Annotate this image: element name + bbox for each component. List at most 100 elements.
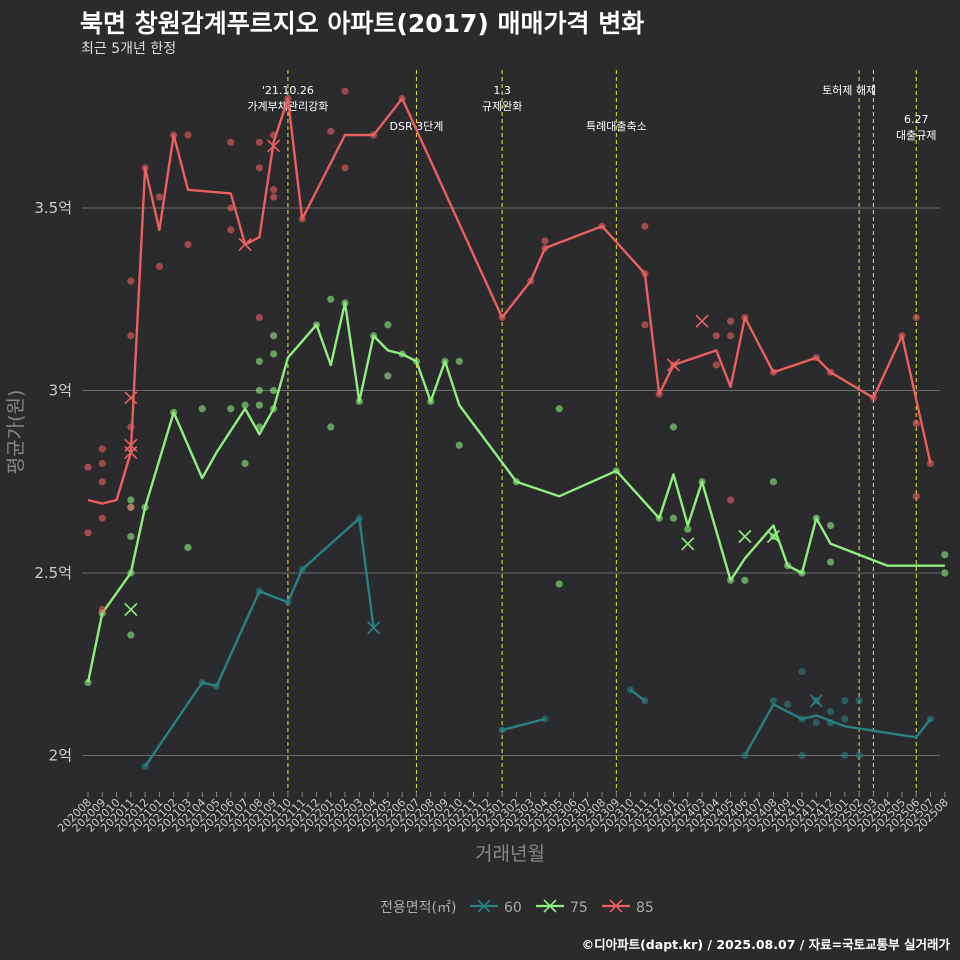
data-point-75 [355, 397, 363, 406]
data-point-60 [627, 686, 635, 694]
series-85 [84, 87, 935, 614]
data-point-85 [227, 226, 235, 234]
x-axis-ticks: 2020082020092020102020112020122021012021… [55, 792, 951, 835]
event-label: 특례대출축소 [586, 120, 647, 133]
data-point-85 [127, 503, 135, 511]
data-point-85 [898, 332, 906, 340]
data-point-60 [926, 715, 935, 723]
data-point-85 [655, 390, 663, 398]
data-point-60 [198, 678, 206, 687]
data-point-75 [555, 580, 563, 588]
cancelled-marker-85 [267, 139, 281, 153]
data-point-75 [455, 441, 463, 449]
data-point-75 [769, 478, 778, 486]
data-point-75 [141, 503, 149, 511]
data-point-85 [170, 131, 178, 139]
data-point-75 [669, 423, 678, 431]
data-point-75 [327, 295, 335, 303]
data-point-85 [641, 270, 649, 278]
data-point-85 [812, 354, 820, 362]
data-point-85 [826, 368, 835, 376]
legend-label: 60 [504, 900, 522, 916]
data-point-75 [184, 543, 192, 552]
series-75 [84, 295, 949, 687]
data-point-85 [641, 222, 649, 230]
data-point-75 [270, 405, 278, 413]
data-point-75 [455, 357, 463, 365]
data-point-75 [255, 386, 263, 395]
data-point-60 [255, 587, 263, 595]
event-label: 1.3 [493, 84, 511, 97]
data-point-60 [741, 751, 749, 760]
data-point-85 [98, 478, 106, 486]
data-point-85 [741, 313, 749, 322]
series-line-60 [743, 703, 932, 757]
chart-subtitle: 최근 5개년 한정 [81, 41, 177, 57]
legend-item-75: 75 [536, 899, 588, 916]
data-point-75 [370, 332, 378, 340]
data-point-60 [855, 751, 863, 760]
source-caption: ©디아파트(dapt.kr) / 2025.08.07 / 자료=국토교통부 실… [581, 937, 950, 952]
y-tick-label: 3억 [49, 382, 72, 400]
y-axis-ticks: 2억 2.5억 3억 3.5억 [34, 199, 72, 765]
data-point-75 [684, 525, 692, 533]
data-point-75 [127, 532, 135, 541]
data-point-85 [869, 394, 878, 402]
data-point-75 [812, 514, 820, 522]
data-point-85 [98, 514, 106, 522]
event-label: 6.27 [904, 113, 929, 126]
event-label: '21.10.26 [262, 84, 314, 97]
data-point-60 [826, 719, 835, 727]
legend-item-85: 85 [602, 899, 654, 916]
data-point-75 [270, 332, 278, 340]
data-point-75 [270, 350, 278, 358]
legend-key-icon [543, 899, 557, 913]
data-point-60 [298, 565, 306, 573]
data-point-85 [98, 459, 106, 468]
y-tick-label: 2.5억 [34, 564, 72, 582]
data-point-75 [255, 357, 263, 365]
cancelled-marker-85 [124, 391, 138, 405]
cancelled-marker-60 [367, 621, 381, 635]
series-line-60 [144, 517, 375, 768]
data-point-85 [270, 131, 278, 139]
cancelled-marker-75 [681, 537, 695, 551]
data-point-75 [941, 551, 949, 559]
data-point-85 [598, 222, 606, 230]
data-point-75 [170, 408, 178, 416]
data-point-85 [98, 445, 106, 453]
data-point-85 [227, 204, 235, 212]
data-point-85 [912, 492, 920, 500]
data-point-60 [498, 726, 506, 734]
legend: 전용면적(㎡) 60 75 85 [380, 899, 654, 916]
data-point-60 [212, 682, 221, 690]
y-axis-title: 평균가(원) [5, 390, 27, 475]
data-point-85 [398, 94, 406, 103]
data-point-60 [812, 719, 820, 727]
series-layer [84, 87, 949, 771]
legend-label: 85 [636, 900, 654, 916]
data-point-85 [141, 164, 149, 172]
data-point-85 [155, 193, 163, 201]
cancelled-marker-85 [238, 237, 252, 252]
chart-title: 북면 창원감계푸르지오 아파트(2017) 매매가격 변화 [80, 9, 645, 38]
data-point-75 [341, 299, 349, 307]
data-point-60 [841, 697, 849, 705]
data-point-75 [555, 405, 563, 413]
data-point-85 [227, 138, 235, 146]
data-point-75 [826, 521, 835, 530]
event-sublabel: 규제완화 [482, 100, 522, 113]
cancelled-marker-75 [124, 602, 138, 617]
data-point-75 [655, 514, 663, 522]
data-point-85 [84, 529, 92, 537]
data-point-75 [398, 350, 406, 358]
data-point-85 [184, 240, 192, 249]
data-point-60 [141, 762, 149, 771]
data-point-60 [826, 708, 835, 716]
data-point-75 [412, 357, 421, 365]
data-point-85 [370, 131, 378, 139]
data-point-85 [527, 277, 535, 285]
legend-label: 75 [570, 900, 588, 916]
data-point-60 [541, 715, 549, 723]
data-point-75 [612, 467, 620, 475]
